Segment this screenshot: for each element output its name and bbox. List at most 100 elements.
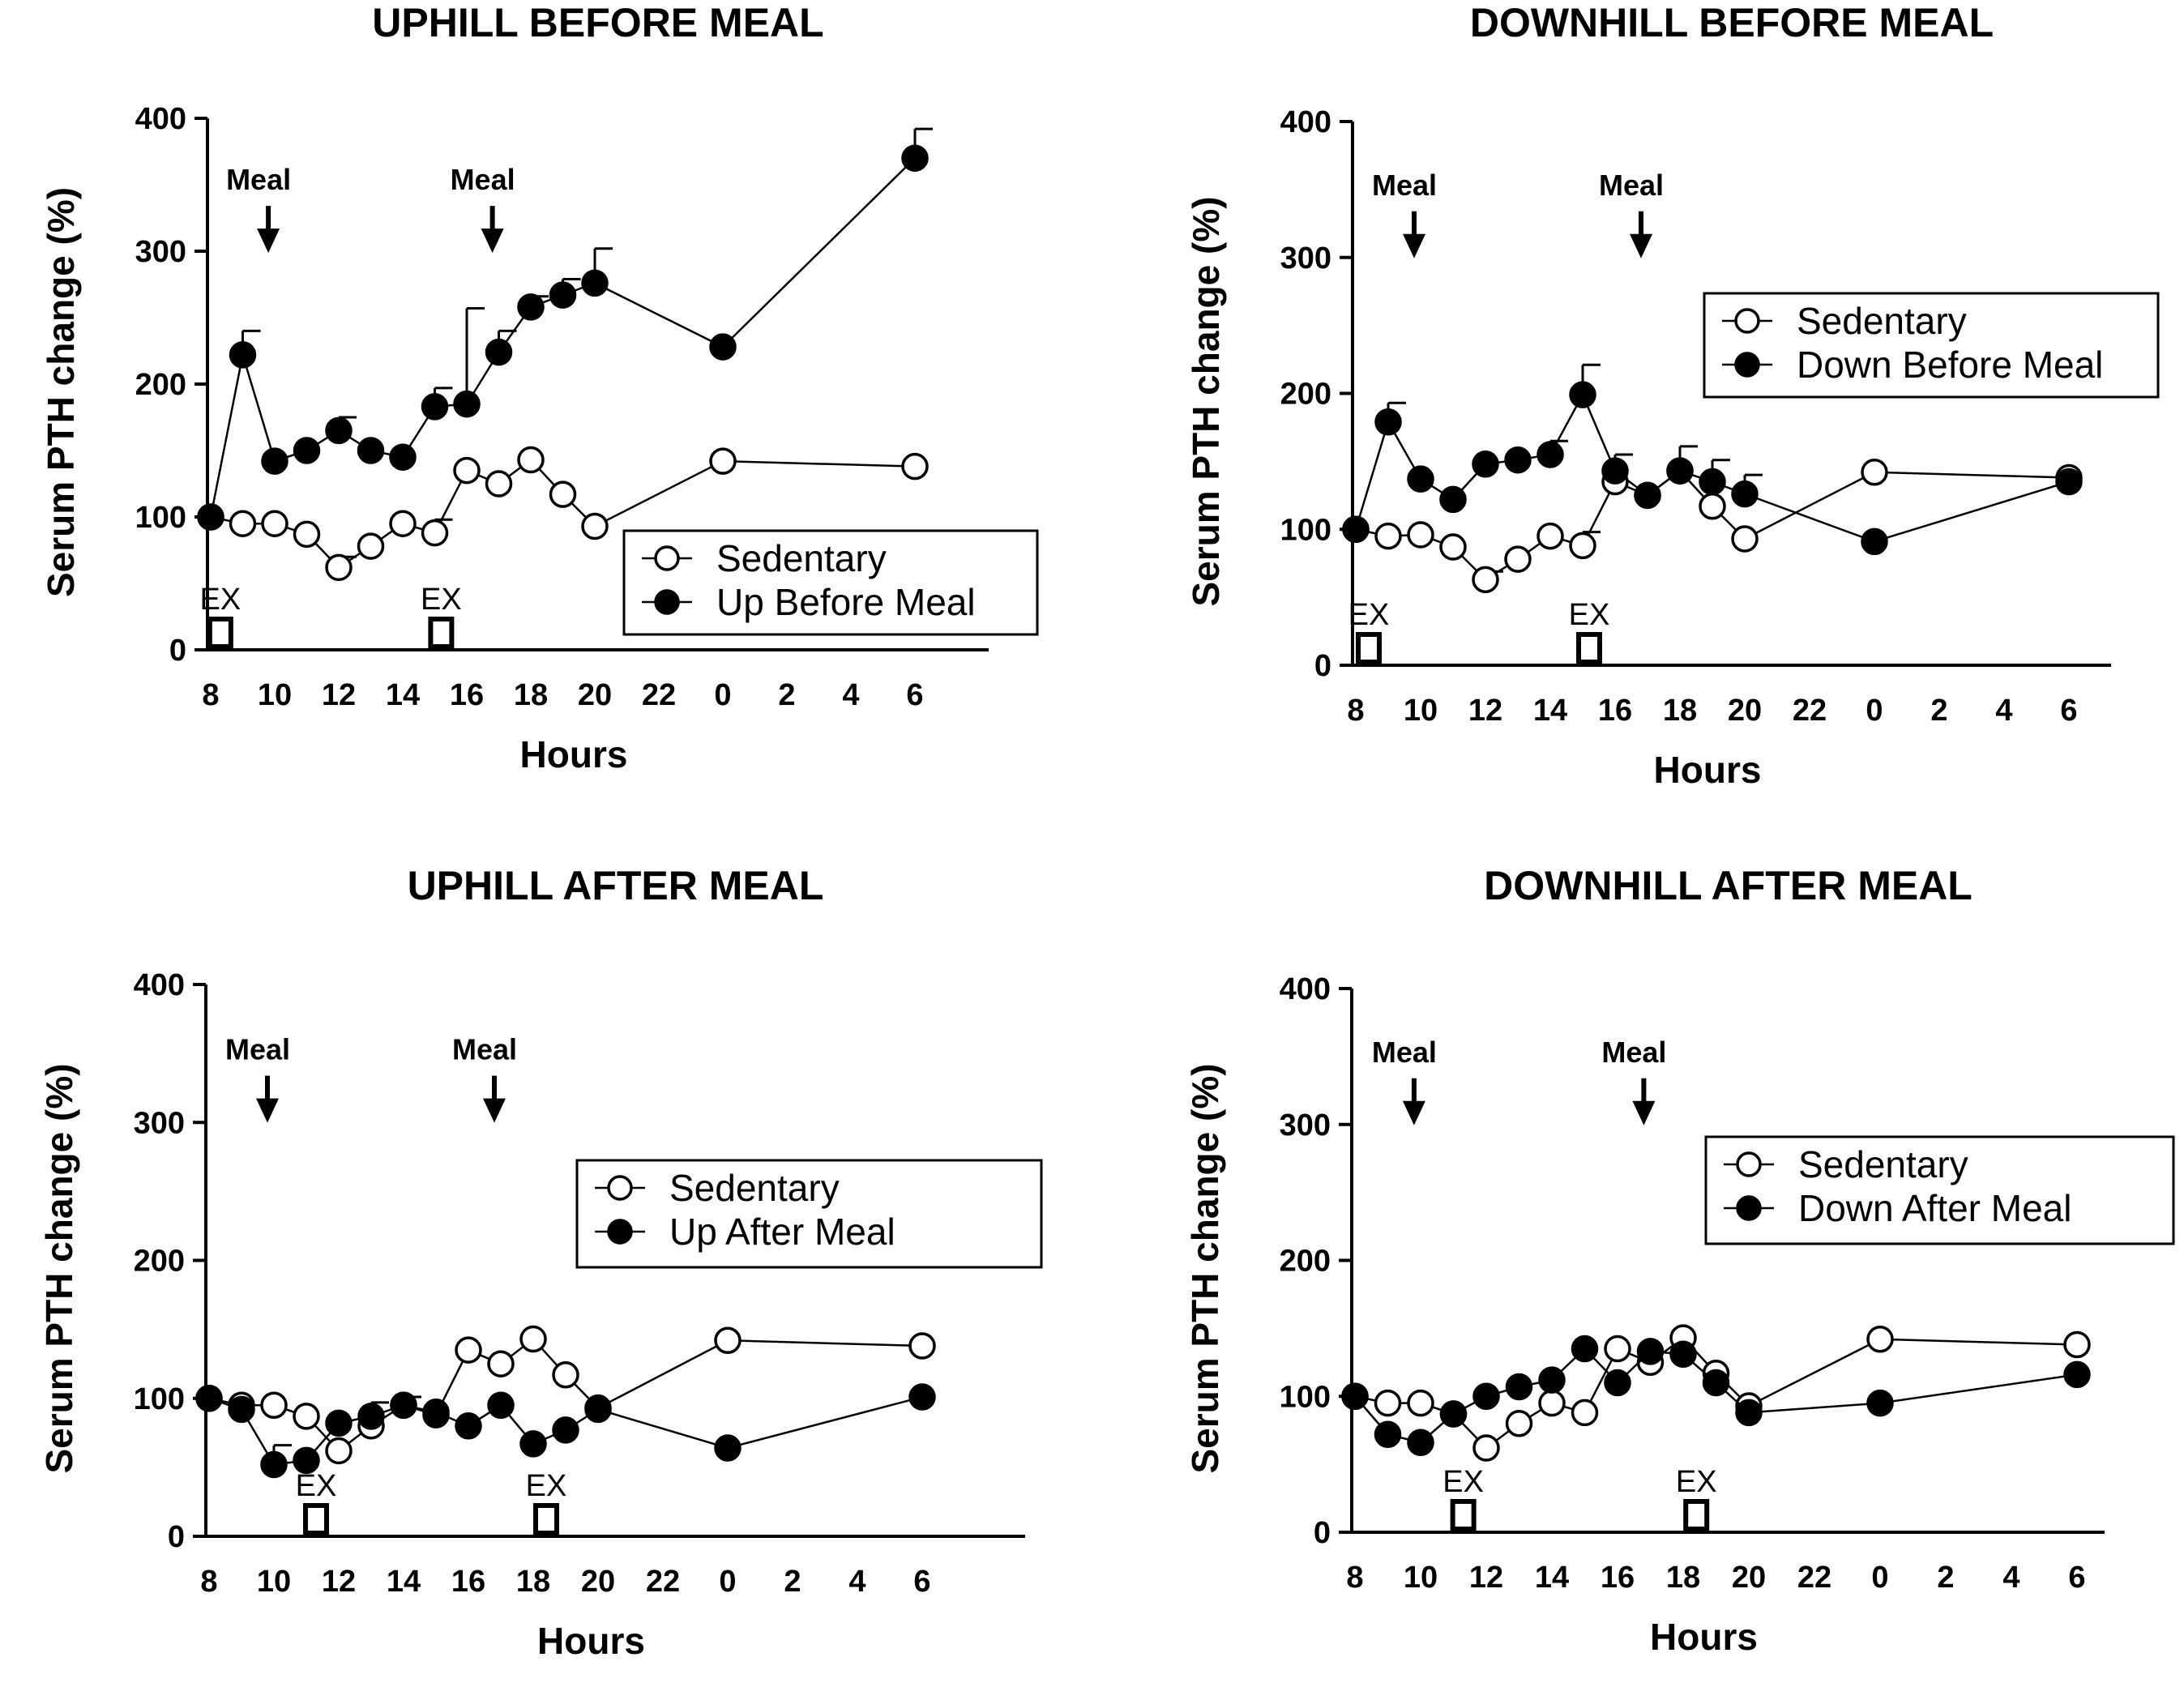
data-point	[1374, 1389, 1402, 1417]
x-tick-label: 12	[322, 1565, 356, 1599]
data-point	[229, 510, 257, 537]
data-point	[197, 503, 224, 531]
x-tick-label: 20	[578, 678, 612, 712]
meal-label: Meal	[1372, 169, 1437, 202]
data-point	[260, 1450, 288, 1479]
data-point	[453, 390, 481, 418]
chart-title: DOWNHILL AFTER MEAL	[1484, 863, 1972, 908]
x-tick-label: 6	[2068, 1561, 2085, 1595]
data-point	[2063, 1330, 2091, 1359]
data-point	[1472, 1382, 1500, 1410]
meal-arrow-icon	[481, 228, 504, 254]
x-tick-label: 0	[719, 1565, 736, 1599]
x-tick-label: 12	[1469, 1561, 1503, 1595]
meal-label: Meal	[451, 163, 515, 196]
legend-entry: Up After Meal	[669, 1211, 895, 1253]
data-point	[293, 1446, 320, 1475]
x-tick-label: 22	[642, 678, 676, 712]
data-point	[455, 1412, 482, 1440]
ex-box	[207, 617, 233, 649]
data-point	[901, 452, 929, 480]
x-tick-label: 18	[516, 1565, 550, 1599]
meal-arrow-icon	[257, 228, 280, 254]
data-point	[1374, 1420, 1402, 1448]
legend-marker	[654, 589, 680, 615]
data-point	[1861, 459, 1888, 486]
data-point	[1536, 522, 1564, 550]
ex-box	[1576, 632, 1602, 664]
meal-label: Meal	[1599, 169, 1664, 202]
data-point	[1569, 381, 1596, 408]
data-point	[1601, 457, 1629, 485]
legend-entry: Sedentary	[1797, 300, 1967, 342]
legend-entry: Down After Meal	[1798, 1187, 2071, 1229]
chart-title: UPHILL AFTER MEAL	[408, 863, 824, 908]
data-point	[390, 1391, 417, 1420]
data-point	[485, 338, 513, 366]
y-tick-label: 400	[1280, 105, 1331, 139]
data-point	[1699, 468, 1726, 496]
legend-marker	[607, 1219, 633, 1245]
x-tick-label: 10	[257, 1565, 291, 1599]
x-tick-label: 2	[1937, 1561, 1954, 1595]
x-tick-label: 12	[322, 678, 356, 712]
data-point	[1636, 1338, 1665, 1365]
data-point	[1341, 1382, 1369, 1410]
legend-box	[622, 529, 1039, 636]
legend-marker	[654, 545, 680, 571]
data-point	[195, 1385, 223, 1412]
data-point	[1407, 1429, 1434, 1457]
meal-label: Meal	[226, 163, 291, 196]
data-point	[1505, 1410, 1533, 1437]
y-tick-label: 300	[135, 235, 186, 269]
data-point	[714, 1326, 742, 1354]
x-tick-label: 20	[581, 1565, 615, 1599]
data-point	[1374, 522, 1402, 550]
data-point	[1504, 446, 1532, 474]
data-point	[1374, 408, 1402, 436]
data-point	[1538, 1389, 1566, 1417]
x-tick-label: 6	[2060, 694, 2077, 728]
x-tick-label: 2	[784, 1565, 801, 1599]
data-point	[1604, 1335, 1631, 1363]
data-point	[549, 281, 577, 309]
data-point	[260, 1391, 288, 1420]
ex-box	[303, 1503, 329, 1535]
data-point	[485, 470, 513, 498]
data-point	[549, 480, 577, 508]
ex-box	[1356, 632, 1382, 664]
data-point	[487, 1391, 515, 1420]
data-point	[357, 532, 385, 560]
data-point	[422, 1399, 450, 1426]
data-point	[421, 393, 449, 421]
ex-box	[428, 617, 455, 649]
x-tick-label: 10	[1404, 694, 1438, 728]
legend-entry: Sedentary	[1798, 1143, 1968, 1185]
x-tick-label: 14	[1535, 1561, 1569, 1595]
data-point	[901, 144, 929, 172]
x-tick-label: 4	[1995, 694, 2012, 728]
y-tick-label: 300	[134, 1106, 185, 1140]
series-exercise	[1341, 1335, 2091, 1457]
meal-arrow-icon	[1402, 1100, 1425, 1125]
x-tick-label: 14	[1533, 694, 1567, 728]
ex-label: EX	[526, 1469, 567, 1503]
data-point	[908, 1383, 936, 1411]
ex-label: EX	[1569, 598, 1610, 632]
data-point	[1407, 521, 1434, 549]
meal-label: Meal	[1601, 1036, 1666, 1069]
y-tick-label: 0	[1314, 649, 1331, 683]
x-tick-label: 22	[646, 1565, 680, 1599]
data-point	[325, 1437, 353, 1465]
data-point	[1634, 481, 1661, 510]
x-tick-label: 20	[1732, 1561, 1766, 1595]
chart-title: UPHILL BEFORE MEAL	[372, 0, 823, 45]
x-tick-label: 16	[450, 678, 484, 712]
x-tick-label: 4	[2002, 1561, 2019, 1595]
ex-label: EX	[199, 583, 241, 617]
data-point	[1669, 1340, 1697, 1368]
x-tick-label: 18	[1666, 1561, 1700, 1595]
meal-label: Meal	[452, 1033, 517, 1066]
